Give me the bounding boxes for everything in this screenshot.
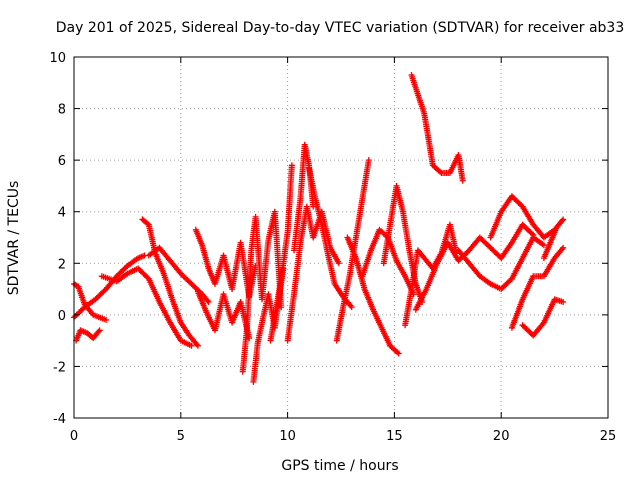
data-point-markers — [145, 244, 212, 305]
plot-frame — [73, 56, 609, 419]
series-sat-y — [519, 296, 567, 339]
data-point-markers — [139, 216, 201, 349]
series-sat-d — [98, 265, 195, 349]
series-sat-a — [71, 252, 148, 321]
x-tick-label: 25 — [600, 429, 617, 444]
y-tick-label: -2 — [53, 360, 66, 375]
y-tick-label: 4 — [58, 206, 66, 221]
series-sat-e — [139, 216, 201, 349]
series-sat-v — [455, 234, 547, 293]
series-sat-w — [487, 193, 558, 241]
data-point-markers — [540, 216, 567, 262]
x-tick-label: 20 — [493, 429, 510, 444]
series-sat-f — [145, 244, 212, 305]
x-axis-title: GPS time / hours — [281, 458, 398, 474]
y-axis-title: SDTVAR / TECUs — [6, 181, 22, 296]
data-point-markers — [519, 296, 567, 339]
series-sat-x — [508, 244, 567, 331]
y-tick-label: -4 — [53, 412, 66, 427]
data-point-markers — [412, 221, 537, 313]
axis-ticks: 0 5 10 15 20 25 -4 -2 0 2 4 6 8 10 — [49, 51, 616, 444]
data-point-markers — [284, 203, 342, 344]
data-point-markers — [192, 226, 259, 300]
data-point-markers — [408, 72, 466, 184]
data-point-markers — [98, 265, 195, 349]
data-point-markers — [306, 164, 355, 311]
y-tick-label: 10 — [49, 51, 66, 66]
series-sat-u — [412, 221, 537, 313]
data-point-markers — [73, 327, 103, 344]
data-point-markers — [455, 234, 547, 293]
data-point-markers — [359, 226, 417, 298]
series-sat-g — [192, 226, 259, 300]
series-sat-k — [267, 162, 295, 344]
series-sat-r — [380, 182, 426, 305]
series-sat-q — [359, 226, 417, 298]
data-point-markers — [487, 193, 558, 241]
series-sat-i — [239, 208, 285, 375]
chart-title: Day 201 of 2025, Sidereal Day-to-day VTE… — [56, 20, 625, 36]
data-points — [71, 72, 567, 385]
data-point-markers — [239, 208, 285, 375]
x-tick-label: 15 — [386, 429, 403, 444]
series-sat-n — [306, 164, 355, 311]
x-tick-label: 5 — [177, 429, 185, 444]
series-sat-t — [408, 72, 466, 184]
x-tick-label: 0 — [70, 429, 78, 444]
series-sat-b — [73, 327, 103, 344]
data-point-markers — [333, 157, 372, 344]
data-point-markers — [267, 162, 295, 344]
series-sat-h — [194, 288, 253, 342]
y-tick-label: 6 — [58, 154, 66, 169]
y-tick-label: 0 — [58, 309, 66, 324]
data-point-markers — [380, 182, 426, 305]
y-tick-label: 2 — [58, 257, 66, 272]
series-sat-l — [284, 203, 342, 344]
y-tick-label: 8 — [58, 103, 66, 118]
series-sat-o — [333, 157, 372, 344]
data-point-markers — [71, 252, 148, 321]
series-sat-z — [540, 216, 567, 262]
data-point-markers — [508, 244, 567, 331]
x-tick-label: 10 — [279, 429, 296, 444]
data-point-markers — [194, 288, 253, 342]
